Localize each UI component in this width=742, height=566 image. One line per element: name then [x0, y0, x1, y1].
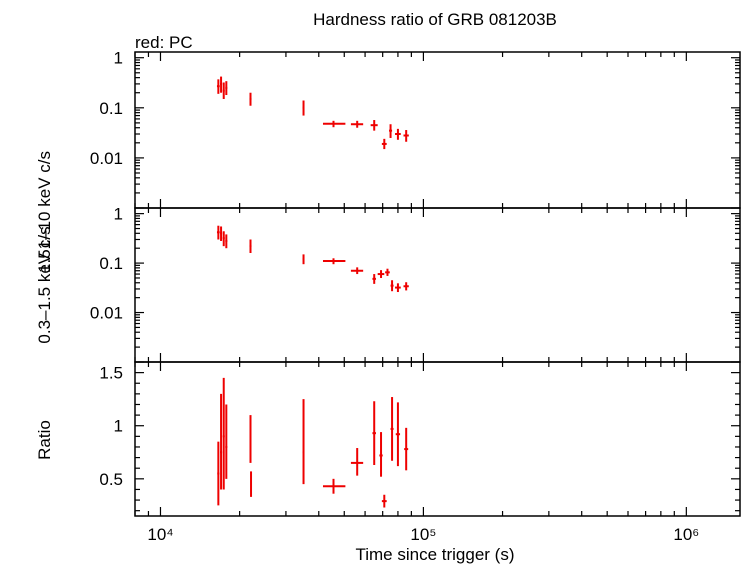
x-tick-label: 10⁵ — [410, 525, 436, 544]
hard-data-point — [220, 76, 223, 93]
hard-data-point — [350, 120, 364, 128]
hard-data-point — [322, 120, 346, 128]
hard-data-point — [222, 82, 225, 99]
hard-y-tick-label: 0.1 — [99, 99, 123, 118]
hard-y-tick-label: 0.01 — [90, 149, 123, 168]
ratio-data-point — [225, 404, 228, 479]
hard-y-tick-label: 1 — [114, 49, 123, 68]
x-tick-label: 10⁴ — [147, 525, 173, 544]
ratio-data-point — [222, 377, 225, 490]
soft-data-point — [216, 225, 220, 240]
chart-title: Hardness ratio of GRB 081203B — [313, 10, 557, 29]
hard-data-point — [381, 138, 387, 150]
soft-data-point — [385, 268, 390, 276]
soft-y-tick-label: 0.01 — [90, 304, 123, 323]
hard-data-point — [403, 130, 409, 142]
hard-data-point — [249, 92, 252, 106]
ratio-data-point — [217, 441, 220, 506]
ratio-data-point — [390, 397, 394, 461]
soft-data-point — [377, 270, 385, 278]
hard-panel-frame — [134, 51, 741, 209]
soft-data-point — [372, 274, 376, 284]
ratio-data-point — [249, 415, 252, 463]
x-tick-label: 10⁶ — [673, 525, 699, 544]
soft-data-point — [350, 267, 364, 275]
soft-data-point — [390, 280, 394, 292]
ratio-y-tick-label: 1.5 — [99, 364, 123, 383]
soft-y-tick-label: 0.1 — [99, 254, 123, 273]
soft-panel-frame — [134, 207, 741, 363]
ratio-data-point — [395, 402, 401, 467]
ratio-panel-frame — [134, 361, 741, 517]
soft-data-point — [403, 282, 409, 291]
ratio-data-point — [404, 427, 409, 471]
hard-data-point — [216, 79, 220, 94]
x-axis-label: Time since trigger (s) — [355, 545, 514, 564]
hard-data-point — [389, 124, 393, 138]
plot-area: 1 0.1 0.01 1 0.1 0.01 1.5 1 0.5 10⁴ 10⁵ 10⁶ — [90, 49, 741, 544]
legend-text: red: PC — [135, 33, 193, 52]
ratio-data-point — [372, 401, 376, 466]
soft-data-point — [302, 254, 305, 265]
soft-data-point — [220, 226, 223, 241]
hard-data-point — [395, 128, 401, 140]
soft-data-point — [225, 234, 228, 249]
soft-data-point — [395, 283, 401, 293]
ratio-data-point — [379, 432, 383, 477]
soft-panel-y-label: 0.3–1.5 keV c/s — [35, 226, 54, 343]
hard-data-point — [302, 100, 305, 116]
soft-data-point — [222, 231, 225, 247]
hard-data-point — [370, 120, 378, 131]
hard-panel-y-label: 1.51–10 keV c/s — [35, 151, 54, 273]
soft-y-tick-label: 1 — [114, 205, 123, 224]
hard-data-point — [225, 81, 228, 96]
ratio-data-point — [381, 494, 387, 508]
ratio-panel-y-label: Ratio — [35, 420, 54, 460]
ratio-data-point — [250, 471, 253, 497]
ratio-data-point — [302, 399, 305, 485]
soft-data-point — [322, 258, 346, 265]
ratio-data-point — [220, 393, 223, 490]
ratio-data-point — [322, 478, 346, 494]
ratio-y-tick-label: 0.5 — [99, 470, 123, 489]
ratio-y-tick-label: 1 — [114, 417, 123, 436]
ratio-data-point — [350, 448, 364, 476]
soft-data-point — [249, 239, 252, 253]
